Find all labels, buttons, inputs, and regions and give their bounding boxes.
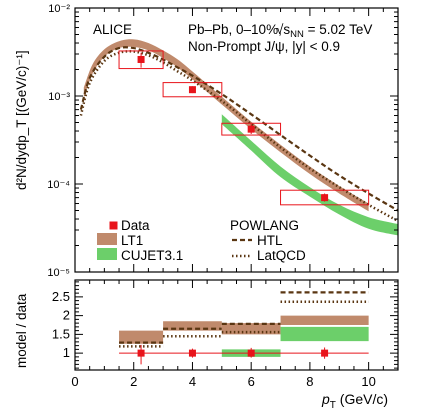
legend-lt1-swatch (97, 233, 117, 245)
top-y-tick-labels: 10⁻⁵ 10⁻⁴ 10⁻³ 10⁻² (47, 3, 70, 279)
bottom-y-tick-labels: 1 1.5 2 2.5 (52, 289, 70, 360)
legend-data-marker (109, 221, 118, 230)
top-panel: 10⁻⁵10⁻⁴10⁻³10⁻² d²N/dydp_T [(GeV/c)⁻¹] … (14, 3, 399, 279)
x-tick-label: 4 (189, 374, 196, 389)
top-y-tick-label: 10⁻⁴ (47, 179, 70, 191)
ratio-lt1-band (119, 330, 164, 344)
data-marker (137, 55, 145, 63)
ylabel-top: d²N/dydp_T [(GeV/c)⁻¹] (14, 50, 29, 190)
ratio-lt1-band (221, 323, 281, 335)
legend-htl-label: HTL (257, 233, 283, 248)
top-y-tick-label: 10⁻³ (48, 91, 70, 103)
legend-latqcd-label: LatQCD (257, 248, 306, 263)
top-y-tick-label: 10⁻⁵ (47, 267, 70, 279)
ratio-cujet-band (280, 326, 369, 342)
system-label: Pb–Pb, 0–10%, (188, 22, 282, 37)
legend-powlang-label: POWLANG (230, 218, 299, 233)
data-point (221, 122, 282, 136)
x-tick-label: 10 (361, 374, 375, 389)
legend-data-label: Data (121, 218, 150, 233)
x-tick-label: 2 (130, 374, 137, 389)
bottom-y-tick-label: 2.5 (52, 289, 70, 304)
energy-prefix: √s (276, 22, 290, 37)
x-tick-label: 6 (248, 374, 255, 389)
data-marker (321, 194, 329, 202)
xlabel-unit: (GeV/c) (336, 391, 388, 407)
latqcd-curve (79, 50, 398, 223)
data-syst-box (162, 82, 223, 98)
data-marker (247, 125, 255, 133)
data-point (118, 50, 164, 70)
ratio-data-marker (188, 349, 196, 357)
xlabel-main: p (321, 391, 330, 407)
experiment-label: ALICE (93, 22, 132, 37)
cujet-band (221, 114, 398, 236)
xlabel-sub: T (330, 400, 336, 411)
data-point (280, 189, 370, 206)
energy-label: √sNN = 5.02 TeV (276, 22, 372, 40)
data-point (162, 82, 223, 98)
top-y-tick-label: 10⁻² (48, 3, 70, 15)
data-syst-box (118, 50, 164, 70)
x-tick-labels: 0 2 4 6 8 10 (71, 374, 375, 389)
htl-curve (79, 46, 398, 212)
x-tick-label: 0 (71, 374, 78, 389)
ratio-data-marker (137, 349, 145, 357)
legend: Data LT1 CUJET3.1 POWLANG HTL LatQCD (97, 218, 306, 263)
data-syst-box (280, 189, 370, 206)
legend-lt1-label: LT1 (121, 233, 143, 248)
xlabel: pT (GeV/c) (321, 391, 388, 411)
ylabel-bottom: model / data (14, 293, 29, 368)
bottom-axis-ticks (74, 280, 399, 370)
legend-cujet-label: CUJET3.1 (121, 248, 183, 263)
bottom-y-tick-label: 1.5 (52, 326, 70, 341)
ratio-data-marker (321, 349, 329, 357)
bottom-panel: 1 1.5 2 2.5 0 2 4 6 8 10 model / data pT (GeV/c) (14, 279, 399, 411)
bottom-y-tick-label: 2 (63, 308, 70, 323)
data-syst-box (221, 122, 282, 136)
ratio-lt1-band (163, 321, 222, 331)
ratio-data-marker (247, 349, 255, 357)
selection-label: Non-Prompt J/ψ, |y| < 0.9 (188, 39, 340, 54)
energy-value: = 5.02 TeV (304, 22, 372, 37)
legend-cujet-swatch (97, 248, 117, 260)
energy-sub: NN (290, 29, 304, 40)
top-axis-ticks (74, 7, 399, 273)
bottom-y-tick-label: 1 (63, 345, 70, 360)
ratio-lt1-band (280, 315, 369, 325)
data-marker (188, 86, 196, 94)
x-tick-label: 8 (306, 374, 313, 389)
